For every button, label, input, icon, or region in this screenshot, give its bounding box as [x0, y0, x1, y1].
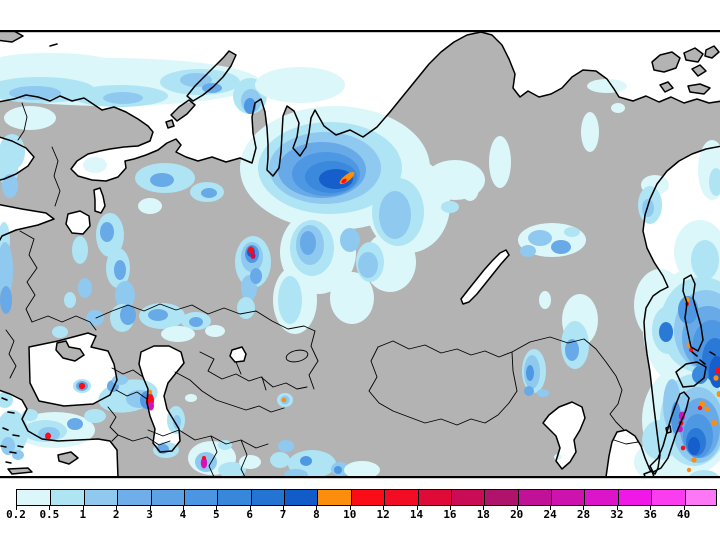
lake-balkhash — [285, 349, 309, 363]
map-frame — [0, 30, 720, 479]
country-borders — [5, 102, 639, 476]
small-islands — [0, 43, 716, 464]
coastline-layer — [0, 32, 720, 476]
